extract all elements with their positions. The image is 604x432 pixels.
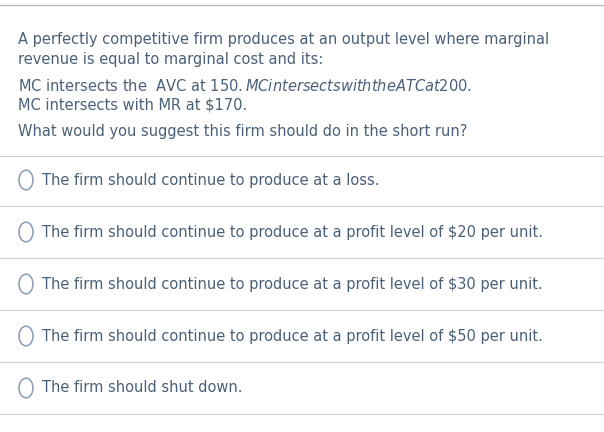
Text: The firm should continue to produce at a loss.: The firm should continue to produce at a… — [42, 172, 379, 187]
Ellipse shape — [19, 222, 33, 242]
Ellipse shape — [19, 378, 33, 398]
Ellipse shape — [19, 326, 33, 346]
Text: What would you suggest this firm should do in the short run?: What would you suggest this firm should … — [18, 124, 467, 139]
Text: The firm should continue to produce at a profit level of $50 per unit.: The firm should continue to produce at a… — [42, 328, 543, 343]
Text: The firm should continue to produce at a profit level of $30 per unit.: The firm should continue to produce at a… — [42, 276, 543, 292]
Text: MC intersects the  AVC at $150. MC intersects with the ATC at $200.: MC intersects the AVC at $150. MC inters… — [18, 78, 472, 94]
Text: The firm should continue to produce at a profit level of $20 per unit.: The firm should continue to produce at a… — [42, 225, 543, 239]
Ellipse shape — [19, 274, 33, 294]
Text: A perfectly competitive firm produces at an output level where marginal: A perfectly competitive firm produces at… — [18, 32, 549, 47]
Ellipse shape — [19, 170, 33, 190]
Text: revenue is equal to marginal cost and its:: revenue is equal to marginal cost and it… — [18, 52, 323, 67]
Text: The firm should shut down.: The firm should shut down. — [42, 381, 242, 396]
Text: MC intersects with MR at $170.: MC intersects with MR at $170. — [18, 98, 247, 113]
